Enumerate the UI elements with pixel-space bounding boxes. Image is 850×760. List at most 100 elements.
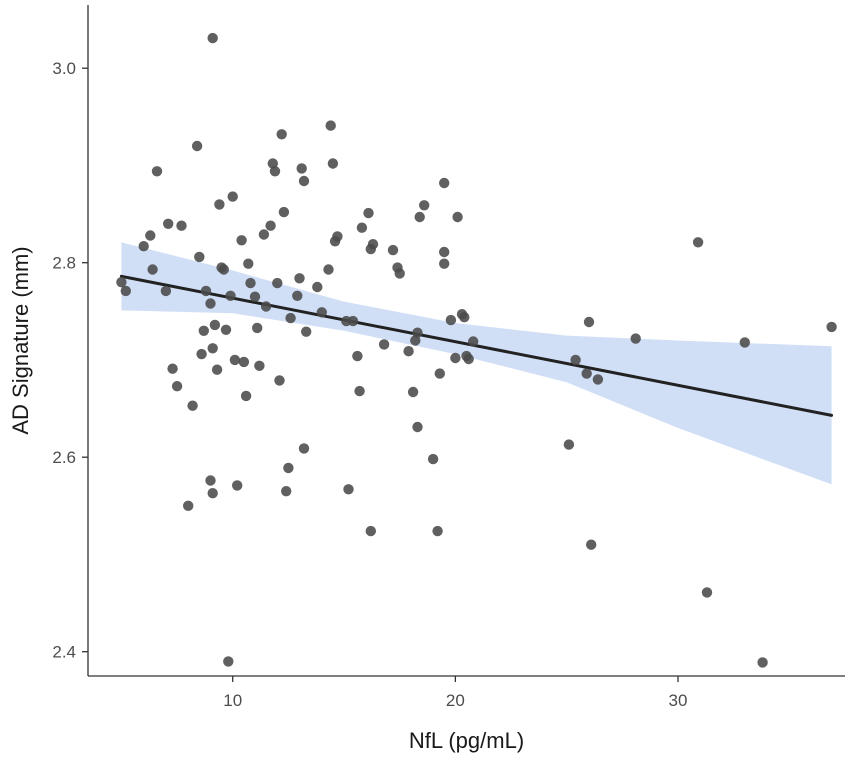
data-point — [218, 264, 229, 275]
axes-layer: 10 20 30 2.4 2.6 2.8 3.0 — [52, 5, 845, 710]
data-point — [312, 281, 323, 293]
data-point — [207, 32, 218, 44]
data-point — [414, 211, 425, 223]
data-point — [294, 273, 305, 284]
data-point — [301, 326, 312, 337]
data-point — [145, 230, 156, 241]
data-point — [407, 386, 419, 398]
data-point — [236, 235, 247, 246]
data-point — [243, 258, 254, 269]
y-tick-label: 2.4 — [52, 643, 76, 662]
data-point — [167, 363, 178, 374]
data-point — [394, 268, 405, 279]
data-point — [120, 285, 131, 297]
data-point — [298, 175, 310, 187]
y-tick-label: 2.6 — [52, 448, 76, 467]
data-point — [245, 277, 256, 289]
x-tick-label: 30 — [669, 691, 688, 710]
data-point — [445, 314, 457, 326]
data-point — [387, 244, 399, 256]
data-point — [363, 207, 374, 219]
data-point — [205, 298, 216, 309]
data-point — [439, 258, 450, 269]
data-point — [138, 241, 149, 252]
data-point — [283, 462, 294, 474]
data-point — [209, 319, 221, 331]
data-point — [191, 140, 203, 152]
data-point — [412, 327, 423, 338]
data-point — [269, 166, 281, 177]
data-point — [701, 587, 713, 598]
data-point — [116, 277, 127, 288]
data-point — [187, 400, 198, 411]
data-point — [586, 539, 597, 550]
data-point — [583, 316, 595, 328]
data-point — [171, 381, 183, 392]
data-point — [163, 218, 174, 229]
data-point — [151, 166, 163, 177]
data-point — [419, 200, 430, 211]
data-point — [468, 336, 479, 347]
data-point — [450, 352, 461, 364]
confidence-band-layer — [121, 242, 832, 485]
y-tick-label: 2.8 — [52, 254, 76, 273]
data-point — [265, 220, 276, 231]
data-point — [214, 199, 225, 210]
data-point — [176, 220, 187, 231]
data-point — [196, 348, 207, 360]
data-point — [323, 264, 334, 275]
data-point — [367, 239, 379, 250]
y-tick-label: 3.0 — [52, 59, 76, 78]
data-point — [325, 120, 336, 131]
data-point — [272, 277, 283, 289]
data-point — [378, 339, 390, 350]
data-point — [630, 333, 641, 344]
data-point — [692, 237, 704, 248]
data-point — [354, 385, 365, 397]
data-point — [205, 475, 216, 486]
data-point — [434, 368, 445, 379]
data-point — [207, 488, 218, 499]
data-point — [757, 657, 768, 668]
data-point — [427, 453, 439, 465]
data-point — [198, 325, 209, 336]
data-point — [267, 158, 278, 169]
data-point — [260, 301, 272, 312]
x-tick-label: 10 — [223, 691, 242, 710]
data-point — [826, 321, 837, 333]
data-point — [410, 335, 421, 346]
data-point — [439, 246, 450, 258]
fit-line-layer — [119, 274, 834, 417]
data-point — [347, 315, 359, 327]
points-layer — [116, 32, 837, 668]
data-point — [252, 322, 263, 334]
data-point — [581, 368, 592, 379]
data-point — [281, 486, 292, 497]
data-point — [327, 158, 339, 169]
data-point — [432, 525, 443, 537]
data-point — [207, 343, 218, 354]
data-point — [365, 525, 376, 537]
data-point — [563, 439, 575, 450]
data-point — [412, 421, 423, 433]
data-point — [232, 480, 243, 491]
data-point — [211, 364, 223, 375]
data-point — [194, 251, 205, 263]
data-point — [332, 231, 343, 242]
data-point — [227, 191, 238, 202]
data-point — [452, 211, 463, 223]
data-point — [220, 324, 232, 335]
y-axis-title: AD Signature (mm) — [8, 246, 33, 434]
x-tick-label: 20 — [446, 691, 465, 710]
data-point — [276, 129, 287, 140]
data-point — [240, 390, 252, 402]
data-point — [439, 177, 450, 189]
data-point — [249, 291, 261, 302]
data-point — [298, 443, 310, 454]
data-point — [570, 354, 581, 366]
data-point — [147, 264, 158, 275]
data-point — [352, 350, 363, 362]
data-point — [403, 346, 414, 357]
